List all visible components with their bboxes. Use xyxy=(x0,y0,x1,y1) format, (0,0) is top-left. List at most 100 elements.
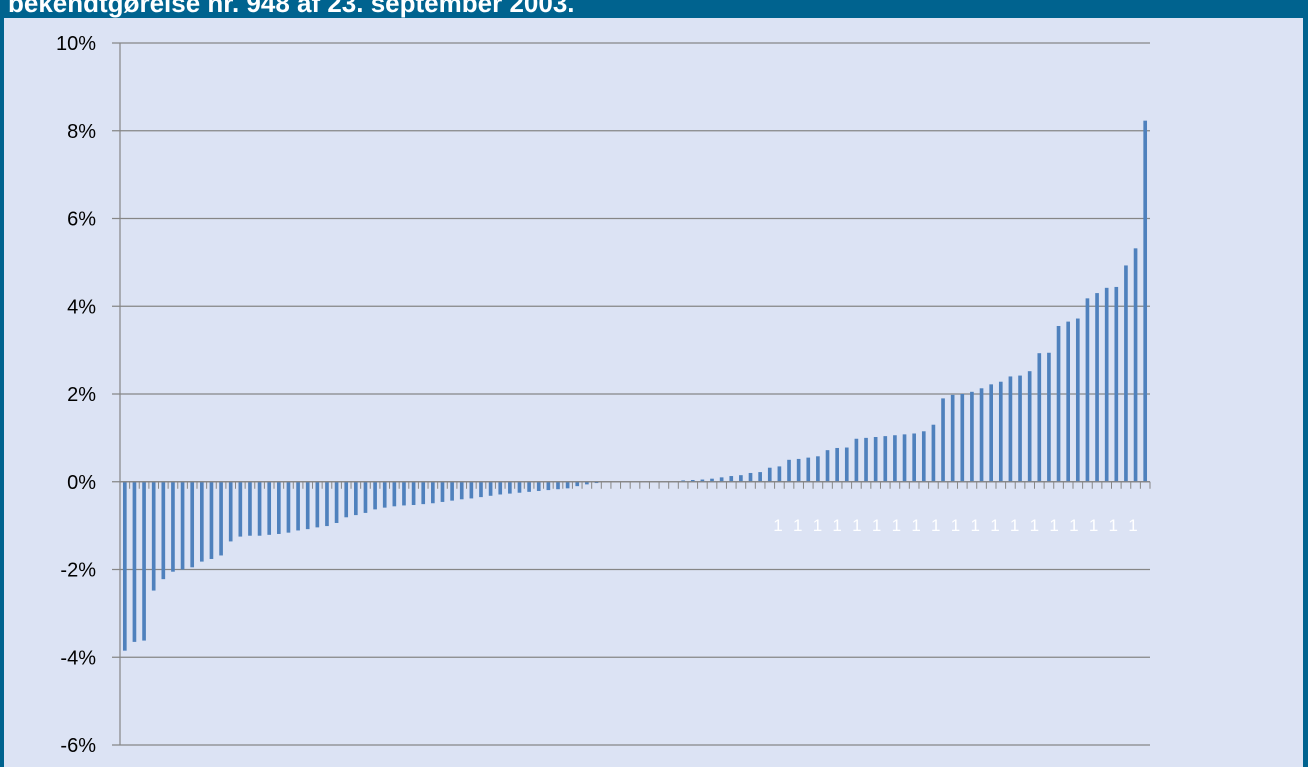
bar xyxy=(459,481,464,500)
bar xyxy=(440,481,445,502)
bar xyxy=(931,424,936,482)
category-label: 1 xyxy=(872,516,881,535)
category-label: 1 xyxy=(911,516,920,535)
bar xyxy=(1114,286,1119,482)
category-label: 1 xyxy=(1128,516,1137,535)
bar xyxy=(796,458,801,482)
bar xyxy=(219,481,223,556)
y-tick-label: -6% xyxy=(60,735,96,757)
category-label: 1 xyxy=(1010,516,1019,535)
bar xyxy=(151,481,156,591)
bar xyxy=(122,481,127,651)
bar xyxy=(536,481,541,491)
bar xyxy=(690,479,695,482)
bar xyxy=(286,481,291,533)
category-label: 1 xyxy=(852,516,861,535)
category-label: 1 xyxy=(773,516,782,535)
bar xyxy=(1095,293,1099,482)
bar xyxy=(354,481,358,516)
bar xyxy=(835,447,839,482)
y-tick-label: 2% xyxy=(67,384,96,406)
category-label: 1 xyxy=(832,516,841,535)
bars xyxy=(122,120,1148,651)
bar xyxy=(883,436,888,482)
bar xyxy=(190,481,195,568)
bar xyxy=(748,472,753,482)
bar xyxy=(411,481,416,506)
bar xyxy=(787,459,791,482)
bar xyxy=(970,391,974,482)
category-label: 1 xyxy=(1049,516,1058,535)
bar xyxy=(950,394,955,482)
bar xyxy=(710,478,714,482)
category-label: 1 xyxy=(1109,516,1118,535)
bar xyxy=(1027,371,1032,482)
bar xyxy=(1124,265,1128,482)
bar xyxy=(450,481,454,501)
bar xyxy=(825,450,830,482)
bar xyxy=(1047,352,1051,482)
bar xyxy=(132,481,137,642)
bar xyxy=(594,481,599,484)
bar xyxy=(199,481,204,562)
bar xyxy=(267,481,272,535)
bar xyxy=(431,481,435,504)
bar xyxy=(777,466,782,482)
bar xyxy=(344,481,349,518)
bar xyxy=(941,398,945,482)
category-label: 1 xyxy=(813,516,822,535)
bar xyxy=(767,467,772,482)
bar xyxy=(546,481,551,491)
bar xyxy=(325,481,329,527)
bar xyxy=(844,447,849,482)
bar xyxy=(1133,248,1138,482)
category-label: 1 xyxy=(793,516,802,535)
bar xyxy=(585,481,589,485)
chart-title: bekendtgørelse nr. 948 af 23. september … xyxy=(8,0,575,18)
bar xyxy=(142,481,146,641)
bar xyxy=(296,481,300,531)
bar xyxy=(1143,120,1148,482)
bar xyxy=(719,477,724,482)
bar xyxy=(902,434,907,482)
bar xyxy=(277,481,281,534)
bar xyxy=(334,481,339,523)
y-tick-label: 10% xyxy=(56,33,96,55)
category-label: 1 xyxy=(951,516,960,535)
bar xyxy=(363,481,368,513)
category-label: 1 xyxy=(892,516,901,535)
bar xyxy=(806,457,811,482)
bar xyxy=(1075,318,1080,482)
bar xyxy=(729,476,734,482)
bar xyxy=(921,431,926,482)
bar xyxy=(248,481,252,536)
category-label: 1 xyxy=(1069,516,1078,535)
bar xyxy=(700,479,705,482)
y-tick-label: 0% xyxy=(67,472,96,494)
y-tick-label: 8% xyxy=(67,121,96,143)
bar xyxy=(498,481,503,495)
category-label: 1 xyxy=(970,516,979,535)
bar xyxy=(228,481,233,542)
bar xyxy=(1056,325,1061,482)
bar xyxy=(257,481,262,536)
bar xyxy=(739,475,743,482)
bar xyxy=(527,481,531,492)
bar xyxy=(1008,376,1013,482)
bar xyxy=(912,433,916,482)
bar xyxy=(488,481,493,496)
bar xyxy=(479,481,483,498)
bar xyxy=(960,394,965,482)
bar xyxy=(1085,298,1090,482)
bar xyxy=(893,435,897,482)
bar xyxy=(1018,375,1022,482)
y-tick-label: 4% xyxy=(67,296,96,318)
bar xyxy=(816,456,820,482)
y-tick-label: 6% xyxy=(67,209,96,231)
bar xyxy=(979,388,984,482)
y-tick-labels: -6% -4% -2% 0% 2% 4% 6% 8% 10% xyxy=(56,33,96,757)
category-label: 1 xyxy=(1089,516,1098,535)
